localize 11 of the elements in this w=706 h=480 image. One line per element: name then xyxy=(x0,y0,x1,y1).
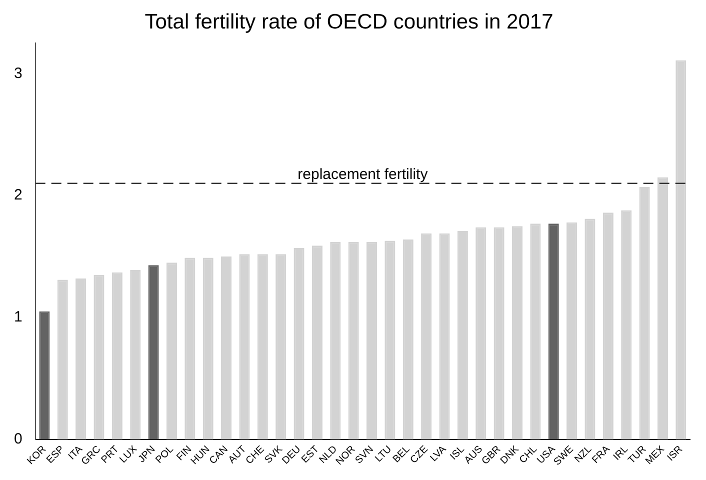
y-tick-label: 0 xyxy=(14,430,22,448)
x-tick-label: FRA xyxy=(590,444,612,466)
x-tick-label: ISR xyxy=(665,444,685,464)
chart-title: Total fertility rate of OECD countries in 2017 xyxy=(144,10,554,34)
y-tick-label: 3 xyxy=(14,64,22,82)
ref-line-label: replacement fertility xyxy=(298,166,428,184)
x-tick-label: LVA xyxy=(428,444,449,464)
x-tick-label: ESP xyxy=(44,444,67,466)
y-tick-label: 1 xyxy=(14,308,22,326)
y-tick-label: 2 xyxy=(14,186,22,204)
x-tick-label: POL xyxy=(154,444,176,466)
